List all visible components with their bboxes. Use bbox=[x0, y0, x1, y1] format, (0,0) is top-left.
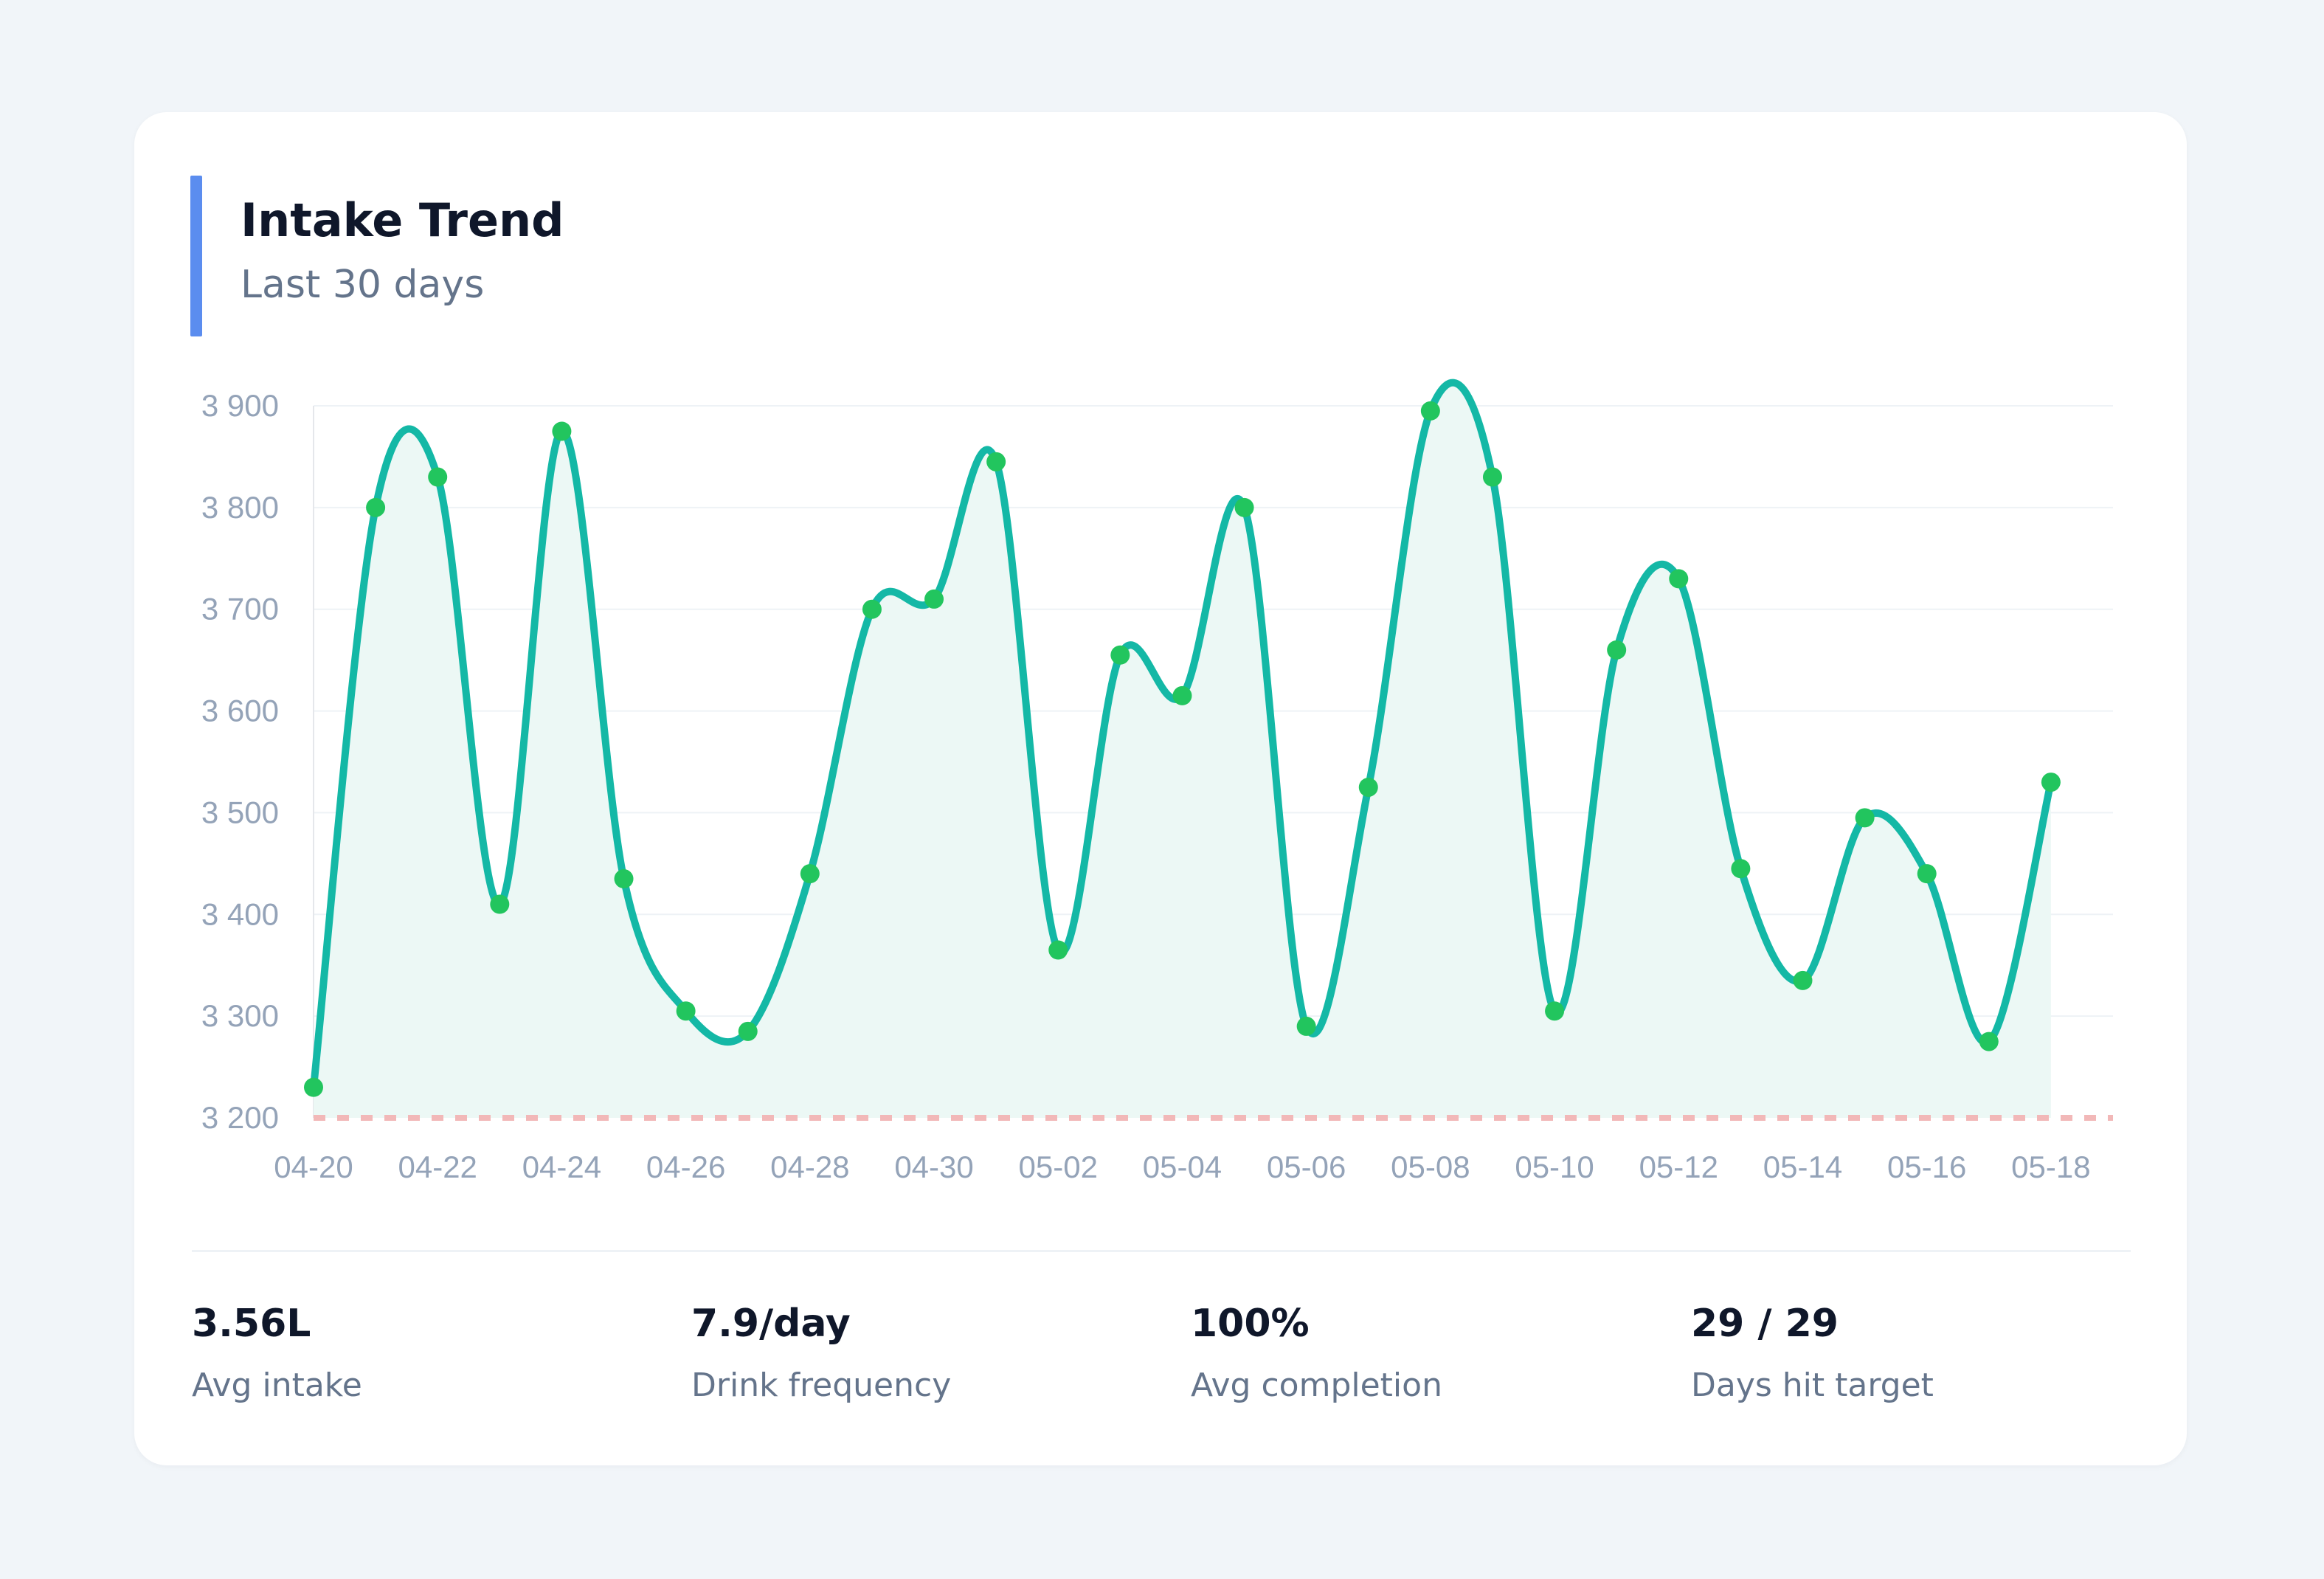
x-tick-label: 04-24 bbox=[522, 1150, 601, 1184]
intake-line-chart: 3 200 3 300 3 400 3 500 3 600 3 700 3 800 3 900… bbox=[201, 379, 2113, 1184]
data-point bbox=[1731, 859, 1751, 879]
data-point bbox=[1979, 1032, 1999, 1051]
stat-label: Avg intake bbox=[192, 1366, 362, 1404]
y-tick-label: 3 700 bbox=[201, 592, 279, 626]
card-title: Intake Trend bbox=[241, 193, 564, 247]
x-tick-label: 04-30 bbox=[894, 1150, 973, 1184]
data-point bbox=[1917, 864, 1937, 884]
stat-days-hit-target: 29 / 29 Days hit target bbox=[1691, 1305, 1934, 1402]
data-point bbox=[490, 894, 510, 914]
data-point bbox=[800, 864, 820, 884]
y-tick-label: 3 500 bbox=[201, 795, 279, 829]
x-tick-label: 05-04 bbox=[1143, 1150, 1222, 1184]
data-point bbox=[2041, 773, 2061, 792]
x-tick-label: 05-06 bbox=[1267, 1150, 1346, 1184]
data-point bbox=[1296, 1016, 1316, 1036]
data-point bbox=[1358, 777, 1378, 797]
header-accent-bar bbox=[190, 176, 202, 336]
data-point bbox=[1793, 970, 1813, 990]
stats-divider bbox=[192, 1250, 2131, 1252]
y-tick-label: 3 300 bbox=[201, 998, 279, 1033]
y-tick-label: 3 900 bbox=[201, 388, 279, 423]
data-point bbox=[1545, 1001, 1565, 1021]
intake-area-fill bbox=[314, 382, 2051, 1118]
data-point bbox=[738, 1021, 758, 1041]
x-tick-label: 05-12 bbox=[1639, 1150, 1718, 1184]
card-subtitle: Last 30 days bbox=[241, 263, 485, 307]
data-point bbox=[1482, 467, 1502, 487]
data-point bbox=[1420, 401, 1440, 421]
stat-value: 100% bbox=[1191, 1302, 1310, 1346]
card-header: Intake Trend Last 30 days bbox=[190, 176, 564, 336]
data-point bbox=[1607, 640, 1627, 660]
stat-label: Drink frequency bbox=[691, 1366, 952, 1404]
x-tick-label: 05-14 bbox=[1763, 1150, 1842, 1184]
intake-trend-card: Intake Trend Last 30 days 3 200 3 300 3 40… bbox=[134, 112, 2187, 1465]
stat-avg-intake: 3.56L Avg intake bbox=[192, 1305, 362, 1402]
data-point bbox=[862, 599, 882, 619]
y-tick-label: 3 400 bbox=[201, 896, 279, 931]
x-tick-label: 04-22 bbox=[398, 1150, 477, 1184]
data-point bbox=[552, 421, 572, 441]
data-point bbox=[1110, 645, 1130, 665]
x-tick-label: 04-28 bbox=[770, 1150, 849, 1184]
y-tick-label: 3 200 bbox=[201, 1100, 279, 1135]
stat-label: Avg completion bbox=[1191, 1366, 1442, 1404]
data-point bbox=[986, 452, 1006, 471]
x-tick-label: 05-18 bbox=[2011, 1150, 2090, 1184]
data-point bbox=[304, 1077, 323, 1097]
stat-label: Days hit target bbox=[1691, 1366, 1934, 1404]
stat-avg-completion: 100% Avg completion bbox=[1191, 1305, 1442, 1402]
data-point bbox=[1048, 940, 1068, 960]
x-tick-label: 04-26 bbox=[646, 1150, 725, 1184]
x-tick-label: 05-02 bbox=[1019, 1150, 1098, 1184]
x-tick-label: 05-10 bbox=[1515, 1150, 1594, 1184]
data-point bbox=[1234, 497, 1254, 517]
data-point bbox=[614, 869, 634, 889]
data-point bbox=[1669, 569, 1689, 589]
data-point bbox=[924, 589, 944, 609]
x-tick-label: 05-16 bbox=[1887, 1150, 1966, 1184]
stat-value: 7.9/day bbox=[691, 1302, 851, 1346]
stat-value: 29 / 29 bbox=[1691, 1302, 1839, 1346]
stat-value: 3.56L bbox=[192, 1302, 311, 1346]
data-point bbox=[1172, 685, 1192, 705]
data-point bbox=[1855, 808, 1875, 828]
y-tick-label: 3 600 bbox=[201, 694, 279, 728]
data-point bbox=[676, 1001, 696, 1021]
y-tick-label: 3 800 bbox=[201, 490, 279, 525]
x-tick-label: 04-20 bbox=[274, 1150, 353, 1184]
stat-drink-frequency: 7.9/day Drink frequency bbox=[691, 1305, 951, 1402]
x-tick-label: 05-08 bbox=[1391, 1150, 1470, 1184]
data-point bbox=[428, 467, 448, 487]
data-point bbox=[366, 497, 386, 517]
